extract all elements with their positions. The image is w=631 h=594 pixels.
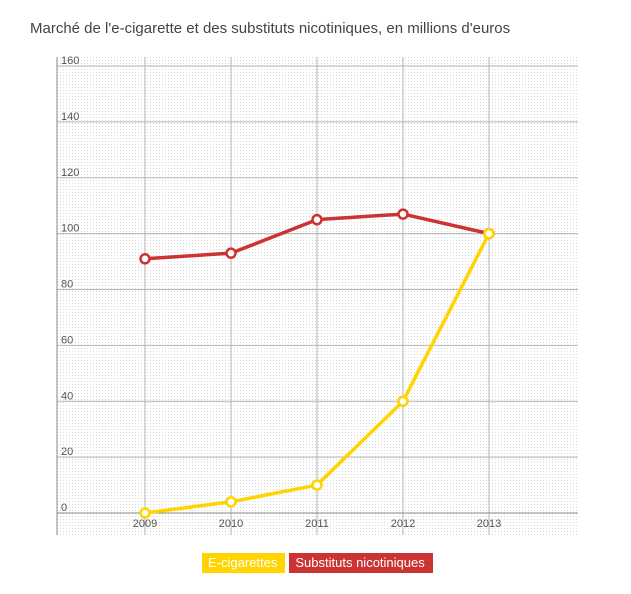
y-tick-label: 120 [61,167,79,179]
x-tick-label: 2012 [391,518,415,530]
y-tick-label: 20 [61,446,73,458]
legend-item-e-cigarettes[interactable]: E-cigarettes [202,553,286,573]
data-point [311,213,323,226]
chart-title: Marché de l'e-cigarette et des substitut… [30,20,511,37]
tick-labels: 0 20 40 60 80 100 120 140 160 2009 2010 2011 2012 201… [61,55,501,530]
legend-item-substituts-nicotiniques[interactable]: Substituts nicotiniques [289,553,433,573]
data-point [225,247,237,259]
data-point [397,208,409,220]
y-tick-label: 140 [61,111,79,123]
legend: E-cigarettes Substituts nicotiniques [202,553,433,573]
series-lines [139,208,495,519]
y-tick-label: 0 [61,502,67,514]
y-tick-label: 60 [61,334,73,346]
data-point [483,227,495,240]
x-tick-label: 2011 [305,518,329,530]
y-tick-label: 100 [61,223,79,235]
x-tick-label: 2010 [219,518,243,530]
y-tick-label: 40 [61,390,73,402]
x-tick-label: 2013 [477,518,501,530]
data-point [225,496,237,508]
grid-lines [57,57,578,535]
x-tick-label: 2009 [133,518,157,530]
data-point [139,253,151,265]
data-point [397,395,409,407]
y-tick-label: 80 [61,279,73,291]
data-point [311,479,323,491]
data-point [139,507,151,519]
y-tick-label: 160 [61,55,79,67]
